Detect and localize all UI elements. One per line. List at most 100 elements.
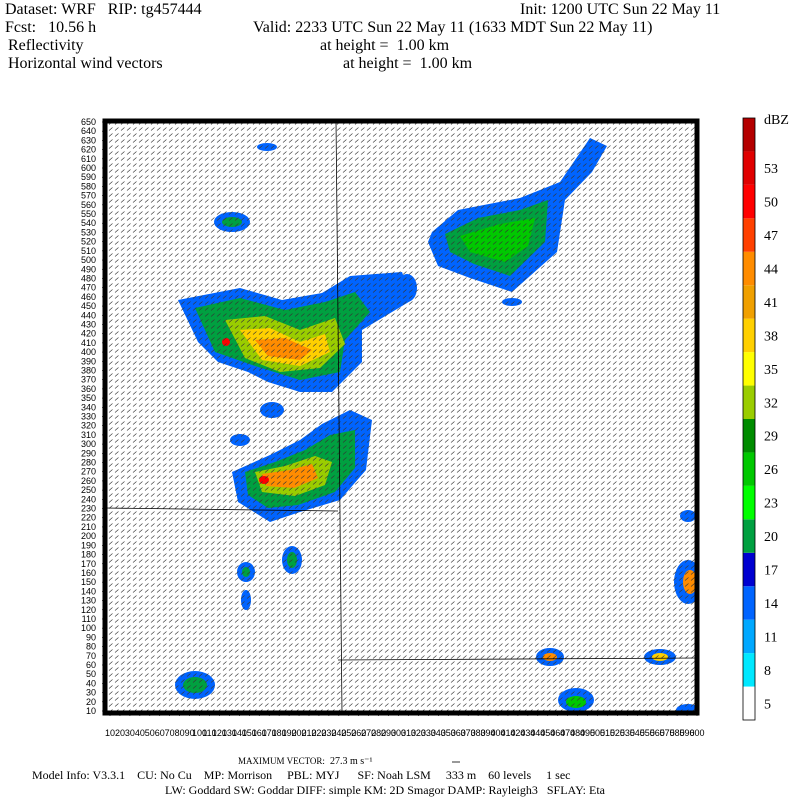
y-tick-label: 620 — [81, 145, 96, 155]
x-tick-label: 280 — [371, 728, 386, 738]
x-tick-label: 30 — [125, 728, 135, 738]
y-tick-label: 520 — [81, 237, 96, 247]
x-tick-label: 540 — [630, 728, 645, 738]
header-valid: Valid: 2233 UTC Sun 22 May 11 (1633 MDT … — [253, 19, 652, 36]
x-tick-label: 180 — [272, 728, 287, 738]
y-tick-label: 340 — [81, 402, 96, 412]
wind-vectors — [105, 121, 697, 713]
x-tick-label: 20 — [115, 728, 125, 738]
physics-info: LW: Goddard SW: Goddar DIFF: simple KM: … — [165, 783, 606, 797]
y-tick-label: 460 — [81, 292, 96, 302]
x-tick-label: 340 — [431, 728, 446, 738]
x-tick-label: 300 — [391, 728, 406, 738]
y-tick-label: 200 — [81, 531, 96, 541]
colorbar-label: 23 — [764, 497, 778, 512]
y-tick-label: 650 — [81, 117, 96, 127]
y-tick-label: 390 — [81, 356, 96, 366]
y-tick-label: 120 — [81, 605, 96, 615]
y-tick-label: 630 — [81, 135, 96, 145]
x-tick-label: 240 — [331, 728, 346, 738]
max-vector-label: MAXIMUM VECTOR: — [238, 756, 325, 766]
y-tick-label: 420 — [81, 329, 96, 339]
y-tick-label: 530 — [81, 227, 96, 237]
x-tick-label: 120 — [212, 728, 227, 738]
colorbar-label: 50 — [764, 196, 778, 211]
colorbar-segment — [743, 251, 755, 286]
x-tick-label: 430 — [520, 728, 535, 738]
x-tick-label: 510 — [600, 728, 615, 738]
y-tick-label: 320 — [81, 421, 96, 431]
y-tick-label: 540 — [81, 218, 96, 228]
header-vectors: Horizontal wind vectors — [8, 55, 163, 72]
y-tick-label: 150 — [81, 577, 96, 587]
y-tick-label: 280 — [81, 458, 96, 468]
colorbar: 5 8 11 14 17 20 23 26 29 32 35 38 41 44 47 50 53 — [742, 117, 778, 721]
y-tick-label: 90 — [86, 632, 96, 642]
colorbar-segment — [743, 151, 755, 185]
x-tick-label: 220 — [311, 728, 326, 738]
x-tick-label: 80 — [175, 728, 185, 738]
y-tick-label: 640 — [81, 126, 96, 136]
colorbar-label: 26 — [764, 463, 778, 478]
header-init: Init: 1200 UTC Sun 22 May 11 — [520, 1, 720, 18]
x-tick-label: 100 — [192, 728, 207, 738]
x-tick-label: 410 — [500, 728, 515, 738]
x-tick-label: 310 — [401, 728, 416, 738]
colorbar-segment — [743, 653, 755, 687]
colorbar-label: 20 — [764, 530, 778, 545]
colorbar-segment — [743, 519, 755, 553]
y-tick-label: 610 — [81, 154, 96, 164]
x-tick-label: 10 — [105, 728, 115, 738]
y-tick-label: 570 — [81, 191, 96, 201]
y-tick-label: 410 — [81, 338, 96, 348]
colorbar-label: 47 — [764, 229, 778, 244]
y-tick-label: 100 — [81, 623, 96, 633]
x-tick-label: 170 — [262, 728, 277, 738]
y-tick-label: 490 — [81, 264, 96, 274]
colorbar-unit: dBZ — [764, 113, 789, 128]
y-tick-label: 180 — [81, 550, 96, 560]
colorbar-label: 5 — [764, 697, 771, 712]
colorbar-label: 38 — [764, 329, 778, 344]
y-tick-label: 140 — [81, 586, 96, 596]
x-tick-label: 210 — [301, 728, 316, 738]
x-tick-label: 590 — [680, 728, 695, 738]
x-tick-label: 130 — [222, 728, 237, 738]
x-tick-label: 520 — [610, 728, 625, 738]
y-tick-label: 10 — [86, 706, 96, 716]
x-tick-label: 190 — [282, 728, 297, 738]
header-forecast: Fcst: 10.56 h — [5, 19, 96, 36]
y-tick-label: 290 — [81, 448, 96, 458]
y-tick-label: 250 — [81, 485, 96, 495]
y-tick-label: 440 — [81, 310, 96, 320]
header-field-level: at height = 1.00 km — [320, 37, 450, 54]
x-tick-label: 40 — [135, 728, 145, 738]
y-tick-label: 400 — [81, 347, 96, 357]
x-tick-label: 350 — [441, 728, 456, 738]
y-tick-label: 60 — [86, 660, 96, 670]
y-tick-label: 600 — [81, 163, 96, 173]
colorbar-label: 53 — [764, 162, 778, 177]
x-tick-label: 390 — [481, 728, 496, 738]
y-tick-label: 470 — [81, 283, 96, 293]
colorbar-label: 35 — [764, 363, 778, 378]
colorbar-segment — [743, 485, 755, 520]
x-tick-label: 560 — [650, 728, 665, 738]
colorbar-segment — [743, 452, 755, 486]
y-tick-label: 110 — [82, 614, 96, 624]
y-tick-label: 350 — [81, 393, 96, 403]
x-tick-label: 490 — [580, 728, 595, 738]
x-tick-label: 580 — [670, 728, 685, 738]
y-tick-label: 580 — [81, 181, 96, 191]
y-tick-label: 220 — [81, 513, 96, 523]
y-tick-label: 190 — [81, 540, 96, 550]
header-dataset: Dataset: WRF RIP: tg457444 — [5, 1, 202, 18]
x-tick-label: 320 — [411, 728, 426, 738]
x-tick-label: 530 — [620, 728, 635, 738]
header-vectors-level: at height = 1.00 km — [343, 55, 473, 72]
colorbar-segment — [743, 586, 755, 620]
x-tick-label: 420 — [510, 728, 525, 738]
y-tick-label: 560 — [81, 200, 96, 210]
header-field: Reflectivity — [8, 37, 84, 54]
y-tick-label: 230 — [81, 504, 96, 514]
